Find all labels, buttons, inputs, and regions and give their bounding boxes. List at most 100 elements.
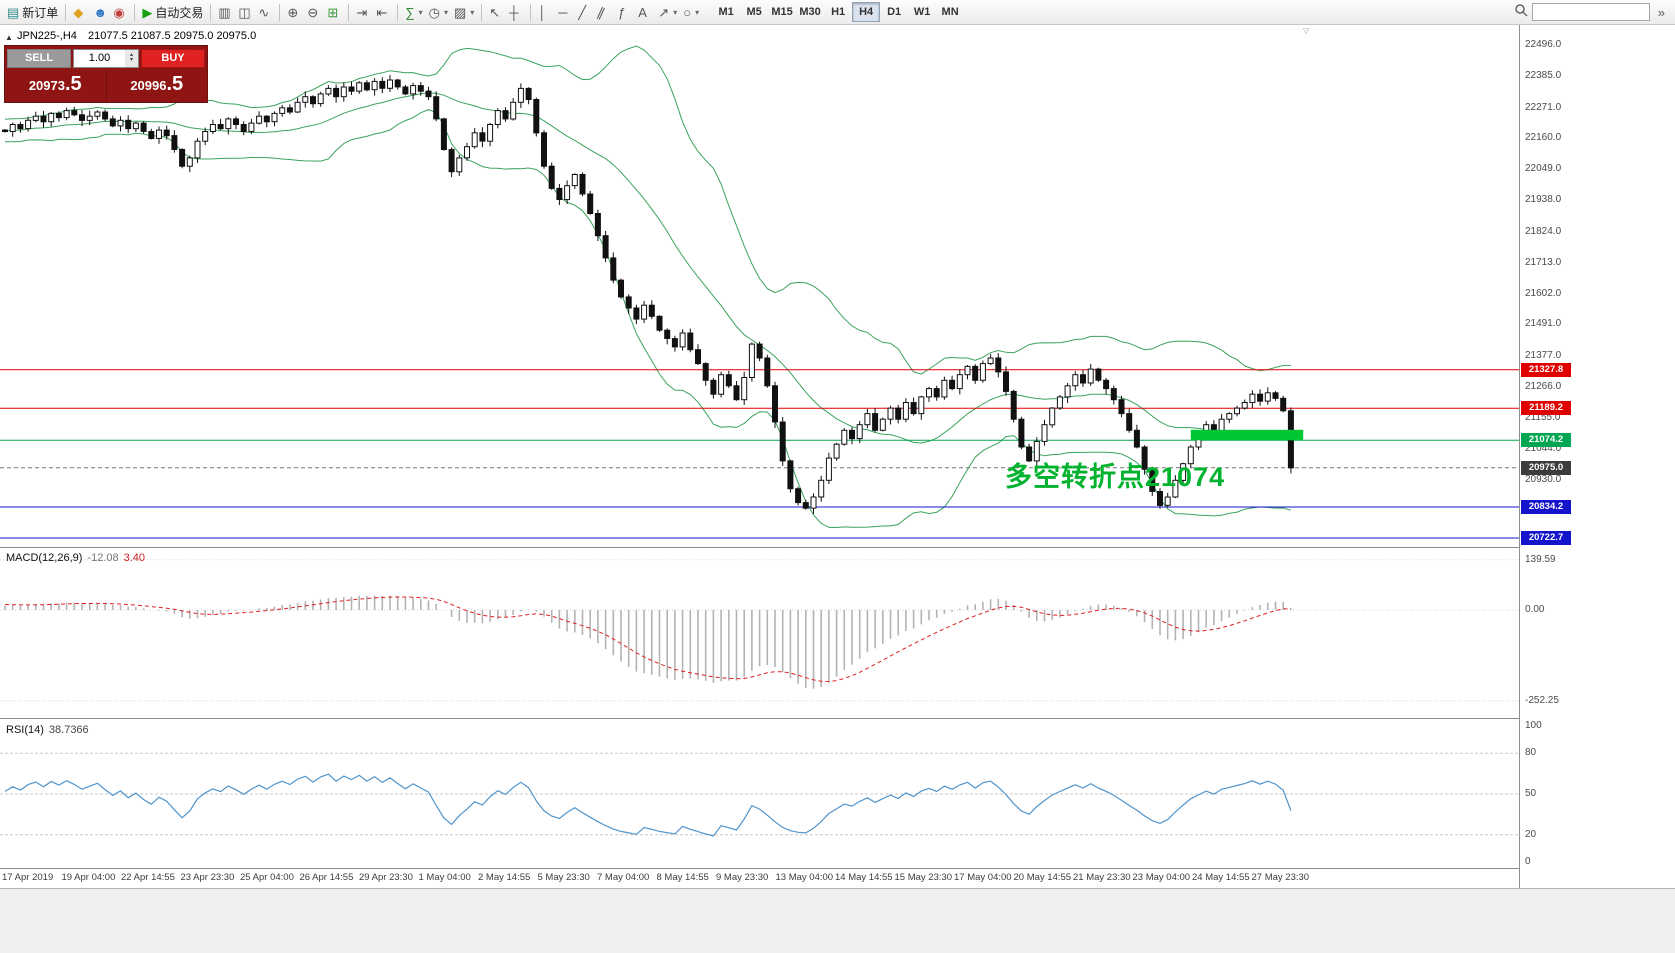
zoom-out-icon: ⊖ [307,4,319,20]
timeframe-h1-button[interactable]: H1 [824,2,852,22]
macd-main-value: -12.08 [87,552,119,564]
indicators-icon: ∑ [405,4,415,20]
shapes-button[interactable]: ○ ▾ [680,2,702,23]
macd-canvas[interactable] [0,548,1519,718]
new-order-icon: ▤ [7,4,20,20]
time-axis-label: 1 May 04:00 [418,872,471,883]
timeframe-m1-button[interactable]: M1 [712,2,740,22]
alerts-icon: ◉ [113,4,125,20]
autotrading-button[interactable]: ▶ 自动交易 [139,2,206,23]
zoom-in-icon: ⊕ [287,4,299,20]
text-button[interactable]: A [635,2,655,23]
tile-windows-button[interactable]: ⊞ [324,2,344,23]
zoom-in-button[interactable]: ⊕ [284,2,304,23]
timeframe-d1-button[interactable]: D1 [880,2,908,22]
toolbar-separator [348,3,350,21]
auto-scroll-icon: ⇥ [356,4,368,20]
arrow-objects-dropdown-icon[interactable]: ▾ [673,7,678,17]
toolbar-separator [397,3,399,21]
price-level-tag: 21327.8 [1521,362,1571,377]
timeframe-mn-button[interactable]: MN [936,2,964,22]
rsi-axis-label: 20 [1525,828,1537,840]
time-axis-label: 19 Apr 04:00 [61,872,116,883]
chart-shift-button[interactable]: ⇤ [373,2,393,23]
chart-annotation-text[interactable]: 多空转折点21074 [1005,462,1226,492]
timeframe-w1-button[interactable]: W1 [908,2,936,22]
price-axis-label: 20930.0 [1525,474,1562,486]
chart-shift-marker-icon[interactable]: ▽ [1303,26,1310,35]
buy-button[interactable]: BUY [141,48,205,68]
community-button[interactable]: ☻ [90,2,110,23]
templates-button[interactable]: ▨ ▾ [451,2,477,23]
vertical-line-button[interactable]: │ [535,2,555,23]
time-axis-label: 27 May 23:30 [1251,872,1310,883]
time-axis-label: 17 Apr 2019 [2,872,54,883]
arrow-objects-button[interactable]: ↗ ▾ [655,2,680,23]
spinner-up-icon[interactable]: ▴ [129,52,133,58]
bar-chart-button[interactable]: ▥ [215,2,235,23]
metaeditor-button[interactable]: ◆ [70,2,90,23]
buy-price[interactable]: 20996.5 [105,70,208,100]
time-axis-label: 25 Apr 04:00 [240,872,294,883]
macd-label: MACD(12,26,9) -12.08 3.40 [6,552,146,564]
time-axis-label: 7 May 04:00 [597,872,650,883]
spinner-down-icon[interactable]: ▾ [129,57,133,63]
periods-button[interactable]: ◷ ▾ [426,2,451,23]
timeframe-toolbar: M1 M5 M15 M30 H1 H4 D1 W1 MN [712,2,964,22]
indicators-dropdown-icon[interactable]: ▾ [418,7,423,17]
fibonacci-button[interactable]: ƒ [615,2,635,23]
time-axis-label: 20 May 14:55 [1013,872,1072,883]
toolbar-separator [65,3,67,21]
time-axis-label: 15 May 23:30 [894,872,953,883]
new-order-button[interactable]: ▤ 新订单 [4,2,61,23]
subwindow-separator[interactable] [0,718,1675,719]
price-axis-label: 21824.0 [1525,225,1562,237]
volume-input[interactable] [74,49,125,67]
horizontal-line-icon: ─ [558,4,568,20]
subwindow-separator[interactable] [0,547,1675,548]
templates-dropdown-icon[interactable]: ▾ [470,7,475,17]
alerts-button[interactable]: ◉ [110,2,130,23]
crosshair-button[interactable]: ┼ [506,2,526,23]
candlestick-chart-button[interactable]: ◫ [235,2,255,23]
rsi-canvas[interactable] [0,720,1519,868]
templates-icon: ▨ [453,4,467,20]
metaeditor-icon: ◆ [73,4,84,20]
rsi-axis-label: 0 [1525,856,1531,867]
one-click-collapse-icon[interactable]: ▲ [5,33,13,42]
timeframe-m30-button[interactable]: M30 [796,2,824,22]
toolbar-separator [210,3,212,21]
bar-chart-icon: ▥ [218,4,231,20]
periods-dropdown-icon[interactable]: ▾ [443,7,448,17]
timeframe-h4-button[interactable]: H4 [852,2,881,22]
line-chart-button[interactable]: ∿ [255,2,275,23]
trendline-button[interactable]: ╱ [575,2,595,23]
toolbar-overflow-icon[interactable]: » [1654,5,1669,20]
time-axis-label: 8 May 14:55 [656,872,709,883]
current-price-tag: 20975.0 [1521,460,1571,475]
main-toolbar: ▤ 新订单 ◆ ☻ ◉ ▶ 自动交易 ▥ ◫ ∿ ⊕ ⊖ ⊞ ⇥ ⇤ ∑ ▾ ◷ ▾ ▨ ▾ ↖ ┼ │ ─ ╱ ∥ ƒ A ↗ ▾ ○ ▾ M… [0,0,1675,25]
sell-price[interactable]: 20973.5 [28,73,82,95]
cursor-button[interactable]: ↖ [486,2,506,23]
zoom-out-button[interactable]: ⊖ [304,2,324,23]
time-axis[interactable]: 17 Apr 2019 19 Apr 04:00 22 Apr 14:55 23 Ap… [0,869,1519,887]
new-order-label: 新订单 [22,5,59,20]
search-icon [1514,3,1528,22]
shapes-dropdown-icon[interactable]: ▾ [695,7,700,17]
horizontal-line-button[interactable]: ─ [555,2,575,23]
time-axis-label: 13 May 04:00 [775,872,834,883]
main-chart-canvas[interactable] [0,25,1519,547]
timeframe-m15-button[interactable]: M15 [768,2,796,22]
crosshair-icon: ┼ [509,4,519,20]
channel-button[interactable]: ∥ [595,2,615,23]
auto-scroll-button[interactable]: ⇥ [353,2,373,23]
time-axis-label: 23 May 04:00 [1132,872,1191,883]
search-input[interactable] [1531,3,1650,21]
autotrading-icon: ▶ [142,4,153,20]
sell-button[interactable]: SELL [7,48,71,68]
timeframe-m5-button[interactable]: M5 [740,2,768,22]
volume-spinner[interactable]: ▴ ▾ [125,49,138,67]
text-icon: A [638,4,647,20]
price-axis[interactable]: 22496.0 22385.0 22271.0 22160.0 22049.0 21938… [1519,25,1675,888]
indicators-button[interactable]: ∑ ▾ [402,2,425,23]
